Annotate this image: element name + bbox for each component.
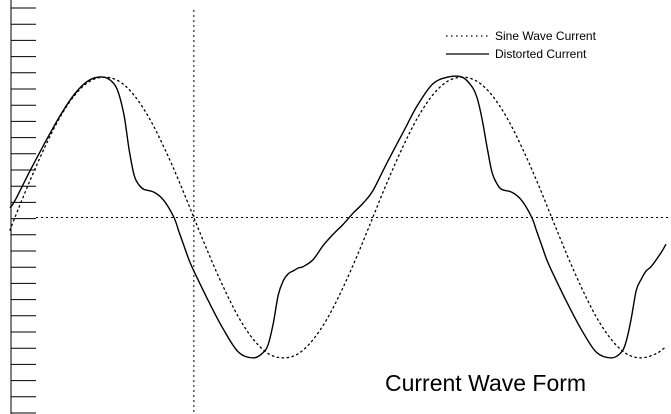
y-axis-ticks — [11, 7, 36, 414]
legend-label-sine-wave-current: Sine Wave Current — [495, 29, 597, 43]
chart-annotation: Current Wave Form — [385, 370, 586, 396]
series-line-sine-wave-current — [9, 76, 667, 359]
legend: Sine Wave Current Distorted Current — [446, 29, 597, 61]
legend-label-distorted-current: Distorted Current — [495, 47, 587, 61]
series-layer — [9, 75, 667, 359]
series-line-distorted-current — [9, 75, 667, 359]
